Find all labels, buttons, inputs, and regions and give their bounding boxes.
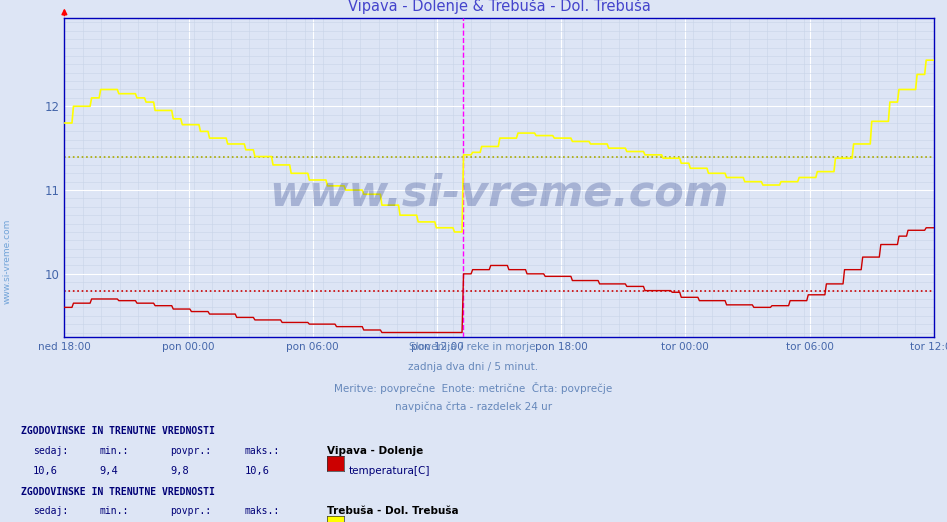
Text: 10,6: 10,6 (33, 466, 58, 476)
Text: zadnja dva dni / 5 minut.: zadnja dva dni / 5 minut. (408, 362, 539, 372)
Text: navpična črta - razdelek 24 ur: navpična črta - razdelek 24 ur (395, 401, 552, 412)
Text: sedaj:: sedaj: (33, 506, 68, 516)
Text: ZGODOVINSKE IN TRENUTNE VREDNOSTI: ZGODOVINSKE IN TRENUTNE VREDNOSTI (21, 487, 215, 496)
Text: povpr.:: povpr.: (170, 506, 211, 516)
Text: 10,6: 10,6 (244, 466, 269, 476)
Text: Trebuša - Dol. Trebuša: Trebuša - Dol. Trebuša (327, 506, 458, 516)
Text: maks.:: maks.: (244, 446, 279, 456)
Text: 9,4: 9,4 (99, 466, 118, 476)
Text: povpr.:: povpr.: (170, 446, 211, 456)
Text: www.si-vreme.com: www.si-vreme.com (3, 218, 12, 304)
Text: 9,8: 9,8 (170, 466, 189, 476)
Text: sedaj:: sedaj: (33, 446, 68, 456)
Text: temperatura[C]: temperatura[C] (348, 466, 430, 476)
Text: Vipava - Dolenje: Vipava - Dolenje (327, 446, 423, 456)
Text: maks.:: maks.: (244, 506, 279, 516)
Text: www.si-vreme.com: www.si-vreme.com (269, 172, 729, 215)
Text: min.:: min.: (99, 506, 129, 516)
Text: Meritve: povprečne  Enote: metrične  Črta: povprečje: Meritve: povprečne Enote: metrične Črta:… (334, 382, 613, 394)
Text: ZGODOVINSKE IN TRENUTNE VREDNOSTI: ZGODOVINSKE IN TRENUTNE VREDNOSTI (21, 426, 215, 436)
Text: Slovenija / reke in morje.: Slovenija / reke in morje. (408, 342, 539, 352)
Text: min.:: min.: (99, 446, 129, 456)
Title: Vipava - Dolenje & Trebuša - Dol. Trebuša: Vipava - Dolenje & Trebuša - Dol. Trebuš… (348, 0, 651, 14)
